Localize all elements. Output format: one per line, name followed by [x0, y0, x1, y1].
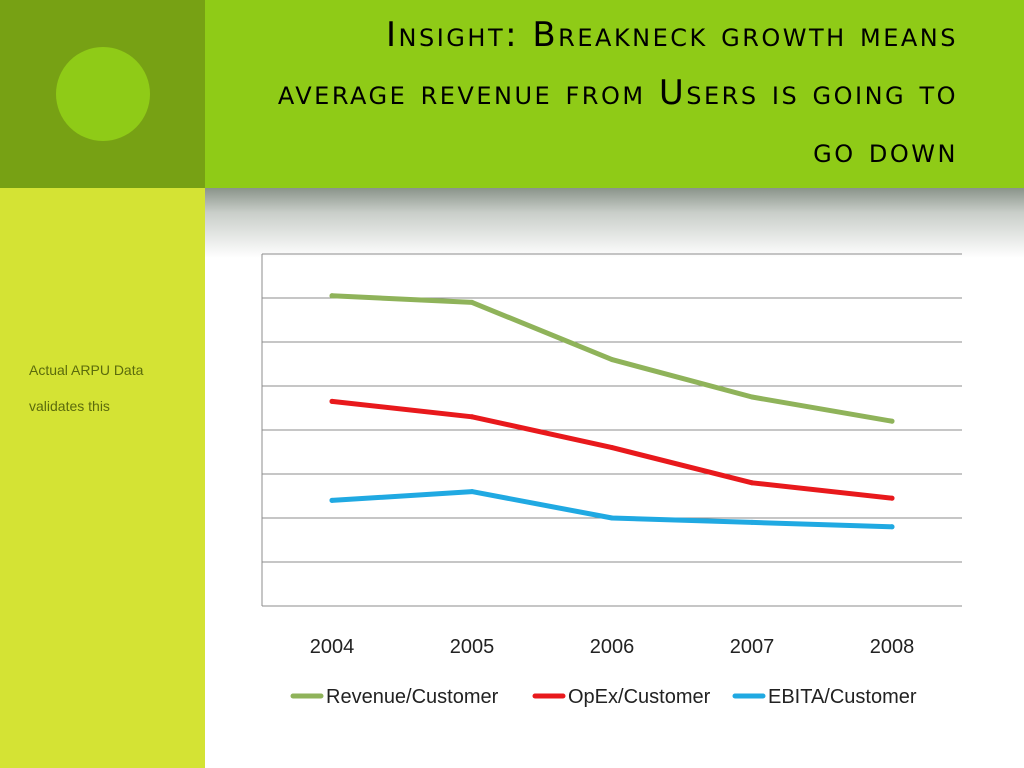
data-point	[469, 414, 475, 420]
x-tick-label: 2005	[450, 636, 495, 658]
data-point	[329, 398, 335, 404]
data-point	[609, 515, 615, 521]
x-tick-label: 2008	[870, 636, 915, 658]
data-point	[469, 489, 475, 495]
data-point	[749, 519, 755, 525]
data-point	[889, 418, 895, 424]
data-point	[889, 524, 895, 530]
decorative-circle	[56, 47, 150, 141]
banner-shadow	[205, 188, 1024, 258]
x-tick-label: 2007	[730, 636, 775, 658]
data-point	[609, 357, 615, 363]
side-note-line-1: Actual ARPU Data	[29, 362, 144, 378]
data-point	[749, 480, 755, 486]
slide-title: Insight: Breakneck growth means average …	[277, 15, 958, 171]
sidebar-bottom-block	[0, 188, 205, 768]
arpu-line-chart: 2004 2005 2006 2007 2008 Revenue/Customer OpEx…	[261, 253, 962, 708]
legend-label: EBITA/Customer	[768, 686, 917, 708]
data-point	[889, 495, 895, 501]
sidebar-top-block	[0, 0, 205, 188]
x-tick-label: 2004	[310, 636, 355, 658]
x-tick-label: 2006	[590, 636, 635, 658]
data-point	[329, 497, 335, 503]
title-banner	[205, 0, 1024, 188]
side-note: Actual ARPU Data validates this	[29, 352, 199, 424]
legend-label: Revenue/Customer	[326, 686, 499, 708]
data-point	[469, 299, 475, 305]
side-note-line-2: validates this	[29, 398, 110, 414]
legend-label: OpEx/Customer	[568, 686, 711, 708]
data-point	[329, 293, 335, 299]
data-point	[609, 445, 615, 451]
series-line-2	[329, 489, 895, 530]
data-point	[749, 394, 755, 400]
